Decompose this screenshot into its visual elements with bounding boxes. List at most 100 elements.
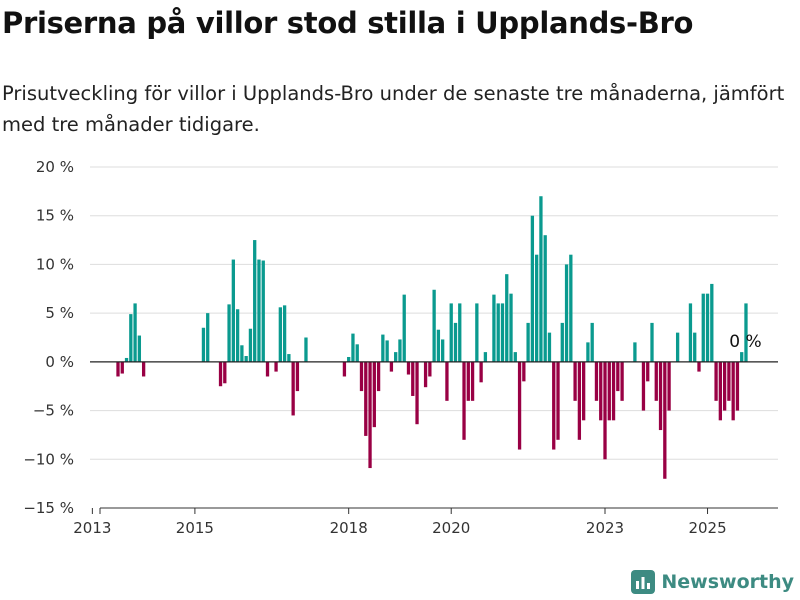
brand-name: Newsworthy [661,571,794,593]
x-tick-label: 2020 [432,519,470,537]
bar [633,342,637,362]
bar [710,283,714,362]
bar [705,293,710,362]
bar [304,337,308,362]
bar [462,361,466,440]
bar [244,356,248,362]
bar [530,215,535,362]
bar [552,361,556,450]
bar [116,361,120,377]
bar [423,361,428,388]
bar [740,352,744,362]
bar [475,303,479,362]
bar [223,361,227,384]
bar [727,361,731,401]
x-tick-label: 2023 [586,519,624,537]
bar-chart-icon [631,570,656,594]
y-axis-ticks: 20 % 15 % 10 % 5 % 0 % −5 % −10 % −15 % [23,158,74,517]
bar [714,361,718,401]
bar [744,303,748,362]
y-tick-label: −15 % [23,499,74,517]
bar [227,304,231,362]
bar [287,354,291,362]
chart-title: Priserna på villor stod stilla i Uppland… [2,6,694,40]
bar [663,361,667,479]
bar [137,335,142,362]
bar [479,361,483,383]
bar [603,361,607,460]
y-tick-label: −10 % [23,450,74,468]
bar [445,361,449,401]
bar [428,361,432,377]
bar [492,294,496,362]
bar [248,328,253,362]
bar [483,352,488,362]
bar [620,361,624,401]
bar [394,352,398,362]
bar [355,344,359,362]
bar [539,196,543,362]
bar [556,361,560,440]
bar [432,289,436,362]
bar [347,356,351,362]
bar [411,361,415,396]
bar [569,254,573,362]
x-tick-label: 2025 [688,519,726,537]
bar [650,322,654,362]
bar [560,322,564,362]
latest-value-annotation: 0 % [729,332,761,352]
bar [697,361,701,372]
bar [261,260,265,362]
bar [406,361,411,375]
bar [517,361,522,450]
bar [385,340,389,362]
bar [509,293,513,362]
bar [573,361,577,401]
bar [607,361,611,421]
bar [235,309,240,362]
y-tick-label: −5 % [33,402,74,420]
y-tick-label: 15 % [36,207,74,225]
bars [116,196,748,479]
bar [253,240,257,362]
bar [376,361,381,392]
bar [718,361,722,421]
bar [688,303,693,362]
bar [381,334,385,362]
x-tick-label: 2018 [330,519,368,537]
bar [577,361,582,440]
bar [470,361,475,401]
x-axis-ticks: 2013 2015 2018 2020 2023 2025 [73,508,727,537]
bar [415,361,419,425]
bar [466,361,470,401]
bar [206,313,210,362]
bar [291,361,295,416]
bar [389,361,394,372]
chart-subtitle: Prisutveckling för villor i Upplands-Bro… [2,82,785,136]
y-tick-label: 5 % [45,304,74,322]
bar [201,327,206,362]
y-tick-label: 0 % [45,353,74,371]
bar [449,303,453,362]
bar [120,361,124,374]
bar [599,361,603,421]
bar [351,333,355,362]
newsworthy-logo: Newsworthy [631,570,794,594]
bar [611,361,616,421]
bar [295,361,300,392]
bar [667,361,671,411]
bar [342,361,347,377]
bar [458,303,462,362]
bar [735,361,740,411]
bar [265,361,270,377]
bar [364,361,368,436]
bar [616,361,620,392]
x-tick-label: 2015 [176,519,214,537]
bar [586,342,590,362]
bar [513,352,517,362]
bar [590,322,594,362]
bar [398,339,402,362]
bar [359,361,364,392]
bar [124,357,129,362]
bar [496,303,500,362]
